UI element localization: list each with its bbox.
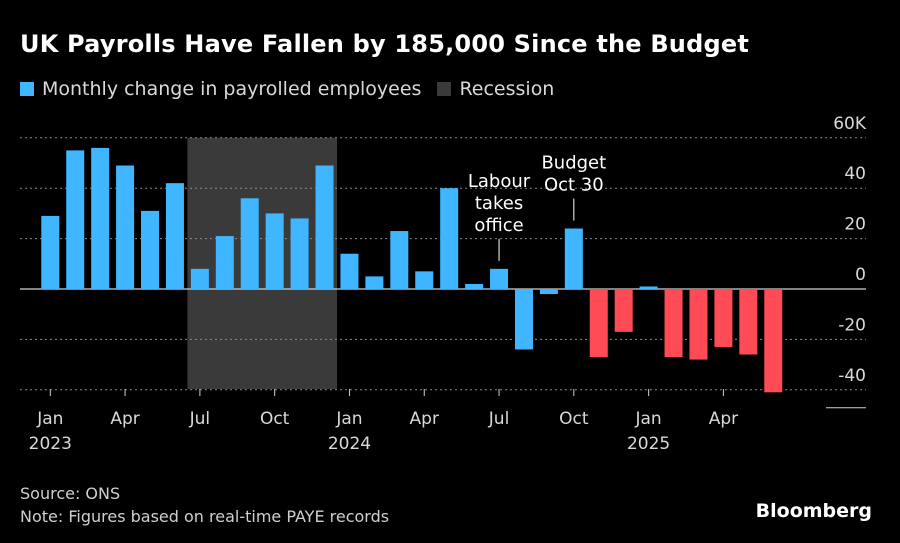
annotation-text: office xyxy=(474,215,523,236)
y-tick-label: 0 xyxy=(855,265,866,285)
bar-2024-07 xyxy=(490,268,509,289)
bar-2025-05 xyxy=(739,289,758,355)
bar-2024-09 xyxy=(539,289,558,295)
x-tick-label: Apr xyxy=(709,409,738,429)
legend-swatch-recession xyxy=(437,82,452,96)
bar-2024-12 xyxy=(614,289,633,332)
bar-2025-01 xyxy=(639,286,658,289)
bar-2023-11 xyxy=(290,218,309,289)
legend-item-recession: Recession xyxy=(437,78,554,100)
bar-2024-01 xyxy=(340,253,359,289)
y-tick-label: 60K xyxy=(833,114,867,134)
bar-2025-06 xyxy=(764,289,783,393)
bar-2024-11 xyxy=(589,289,608,358)
source-note: Source: ONS xyxy=(20,484,121,503)
bar-2023-02 xyxy=(66,150,85,289)
y-tick-label: -20 xyxy=(838,315,866,335)
legend-label-recession: Recession xyxy=(459,78,555,100)
footnote: Note: Figures based on real-time PAYE re… xyxy=(20,507,390,526)
bar-2024-03 xyxy=(390,231,409,289)
chart-title: UK Payrolls Have Fallen by 185,000 Since… xyxy=(20,30,750,58)
x-tick-label: Jul xyxy=(189,409,211,429)
legend-item-series: Monthly change in payrolled employees xyxy=(20,78,421,100)
y-tick-label: 20 xyxy=(844,215,866,235)
annotation-text: Labour xyxy=(468,171,531,192)
bar-2025-04 xyxy=(714,289,733,347)
x-year-label: 2023 xyxy=(29,434,72,454)
x-year-label: 2024 xyxy=(328,434,371,454)
bar-2024-04 xyxy=(415,271,434,289)
bar-2023-03 xyxy=(91,147,110,289)
bar-2023-06 xyxy=(165,183,184,289)
bar-2023-08 xyxy=(215,236,234,289)
y-tick-label: 40 xyxy=(844,164,866,184)
x-tick-label: Apr xyxy=(110,409,139,429)
bar-2023-12 xyxy=(315,165,334,289)
bar-2023-10 xyxy=(265,213,284,289)
annotation-text: Budget xyxy=(541,153,606,174)
bar-2024-06 xyxy=(465,283,484,289)
x-tick-label: Jul xyxy=(488,409,510,429)
bar-2023-05 xyxy=(141,210,160,289)
recession-shading xyxy=(187,137,337,389)
x-tick-label: Apr xyxy=(410,409,439,429)
annotation-text: Oct 30 xyxy=(544,175,604,196)
x-tick-label: Jan xyxy=(36,409,63,429)
x-tick-label: Jan xyxy=(635,409,662,429)
bar-2025-02 xyxy=(664,289,683,358)
legend: Monthly change in payrolled employees Re… xyxy=(20,78,570,100)
x-year-label: 2025 xyxy=(627,434,670,454)
annotation-text: takes xyxy=(475,193,523,214)
bar-2025-03 xyxy=(689,289,708,360)
bar-2023-04 xyxy=(116,165,135,289)
bloomberg-logo: Bloomberg xyxy=(755,500,872,522)
legend-label-series: Monthly change in payrolled employees xyxy=(42,78,422,100)
y-tick-label: -40 xyxy=(838,366,866,386)
bar-2024-02 xyxy=(365,276,384,289)
bar-2024-08 xyxy=(514,289,533,350)
bar-2023-01 xyxy=(41,215,60,289)
x-tick-label: Oct xyxy=(559,409,589,429)
x-tick-label: Oct xyxy=(260,409,290,429)
legend-swatch-series xyxy=(20,82,34,96)
bar-2023-07 xyxy=(190,268,209,289)
bar-2024-10 xyxy=(564,228,583,289)
x-tick-label: Jan xyxy=(335,409,362,429)
bar-2024-05 xyxy=(440,188,459,289)
bar-2023-09 xyxy=(240,198,259,289)
